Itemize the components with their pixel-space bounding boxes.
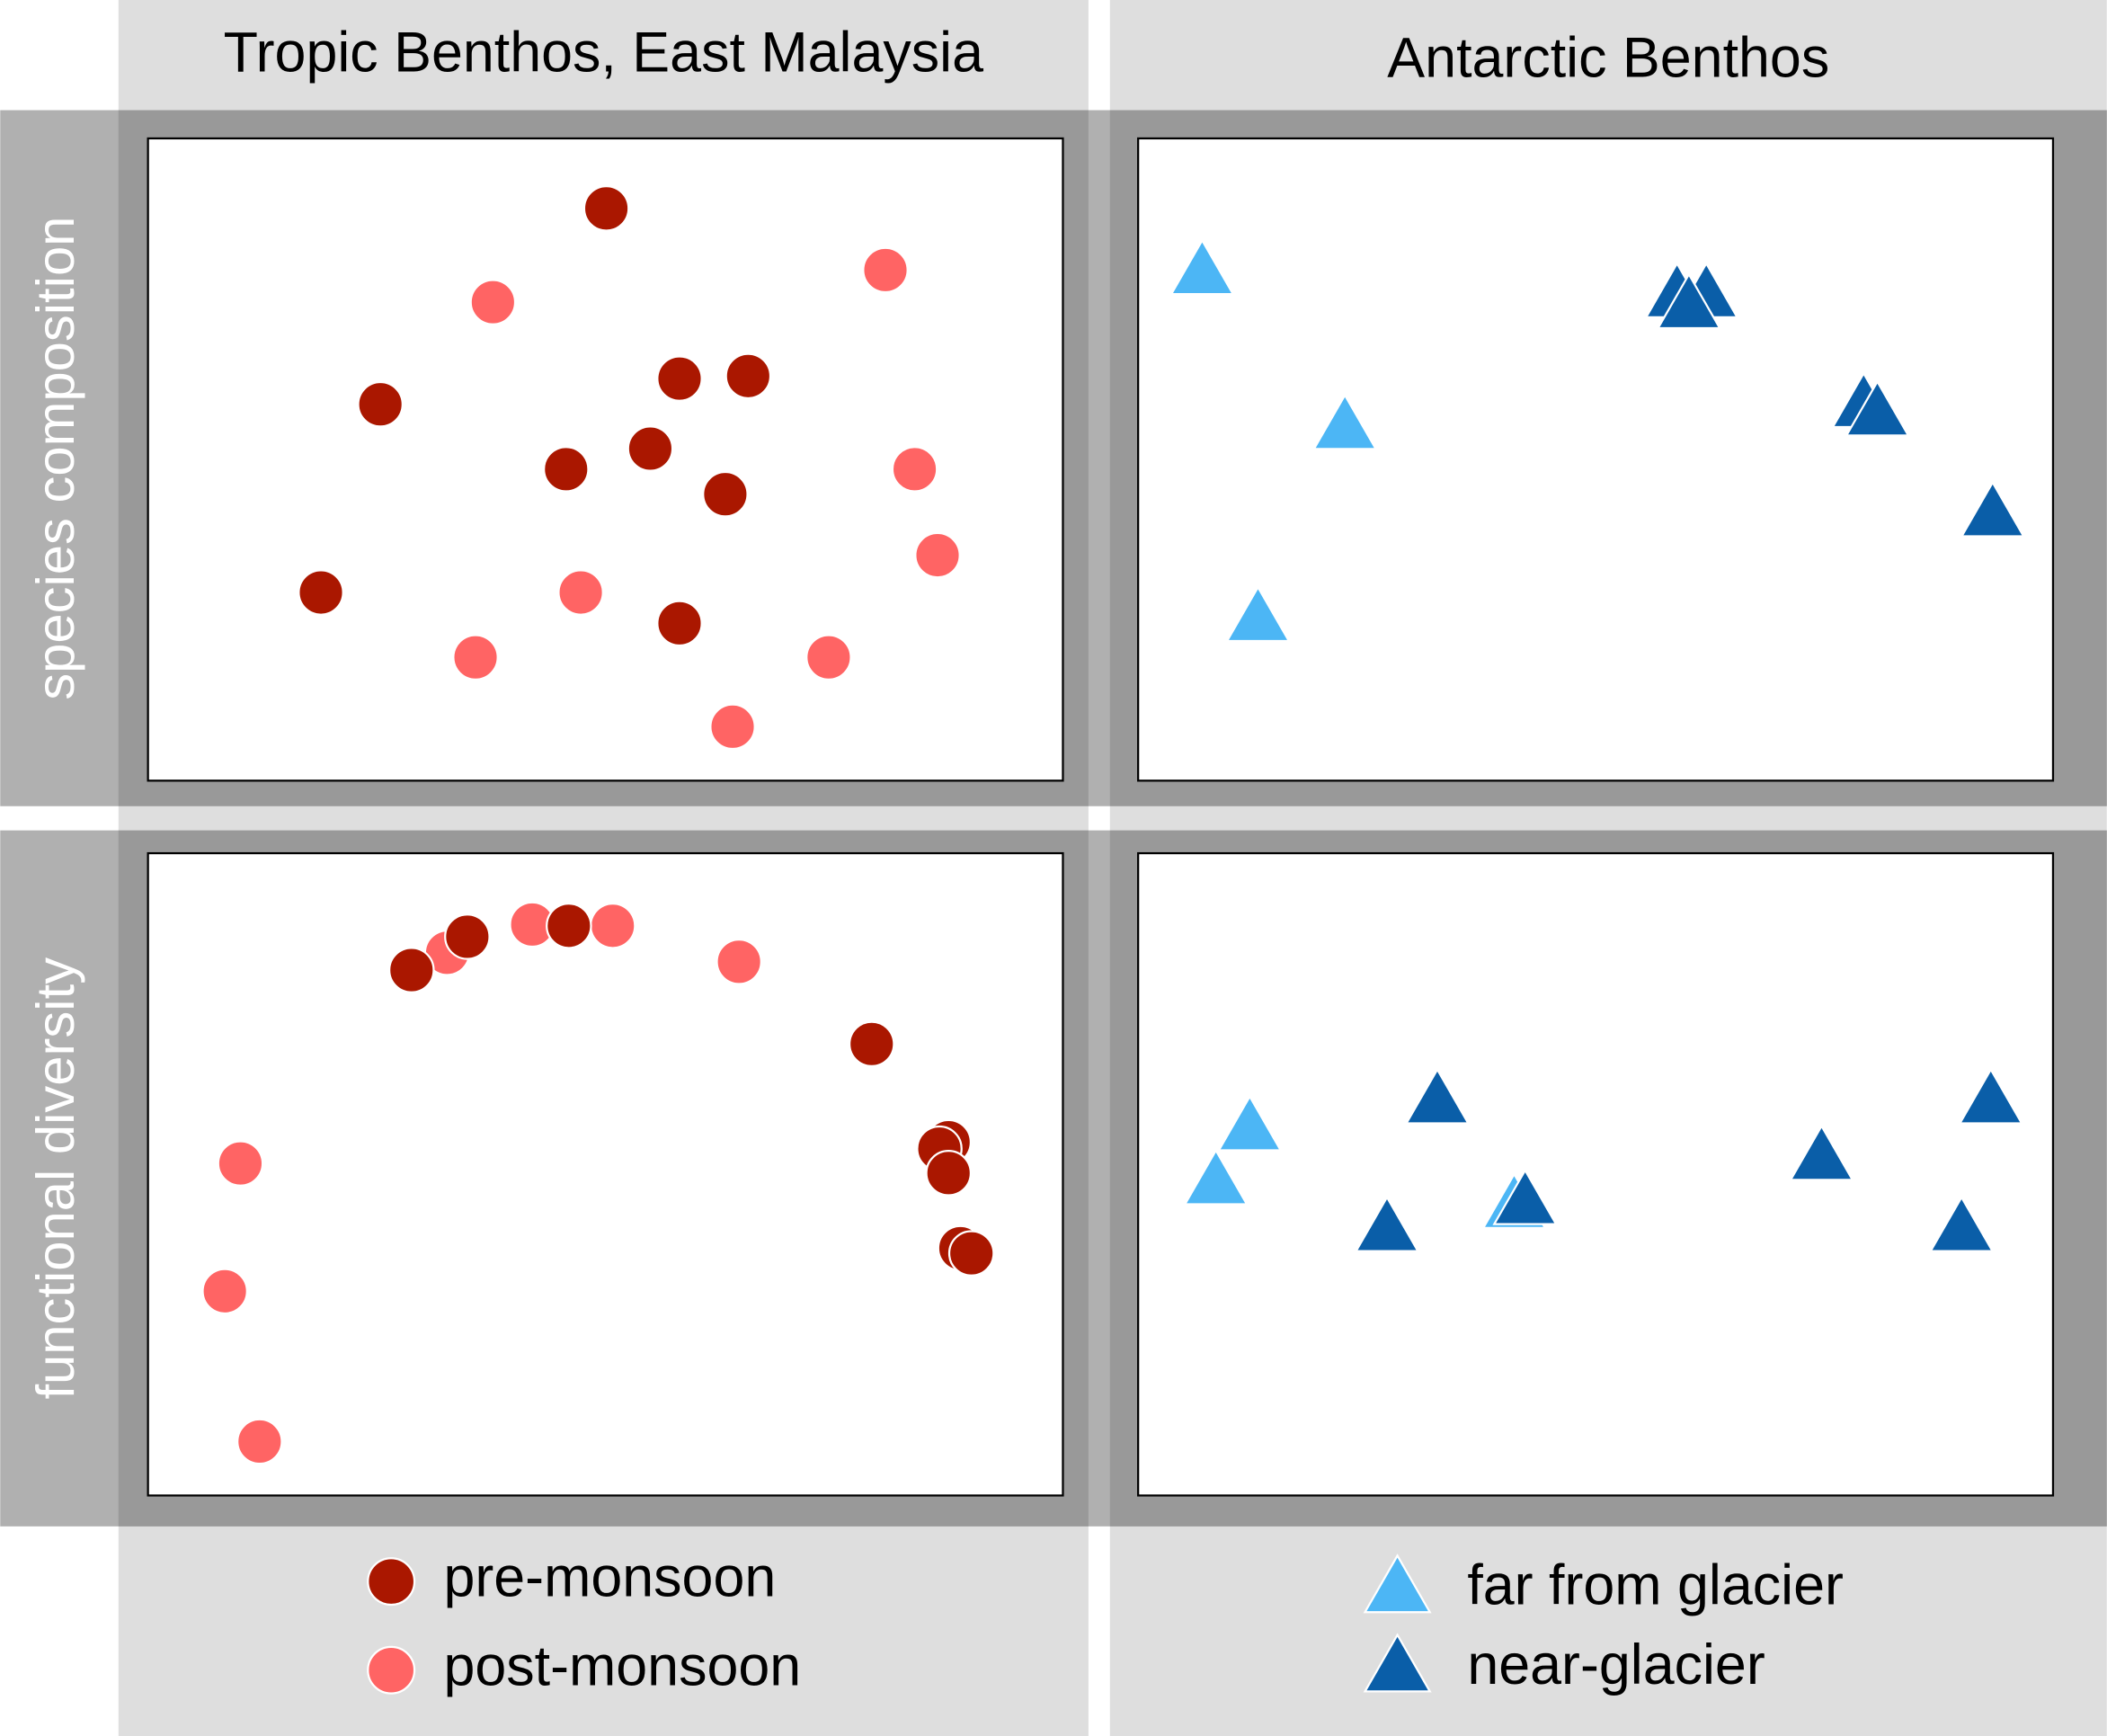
circle-marker <box>387 947 435 993</box>
circle-marker <box>543 446 590 493</box>
circle-marker <box>201 1268 248 1315</box>
triangle-marker <box>1217 1094 1283 1152</box>
circle-marker <box>862 246 909 294</box>
circle-marker <box>589 903 636 949</box>
triangle-marker <box>1928 1195 1995 1252</box>
legend-label: near-glacier <box>1467 1634 1765 1696</box>
circle-marker <box>709 703 756 751</box>
circle-marker <box>656 600 703 647</box>
circle-marker <box>947 1230 995 1277</box>
plot-area <box>1137 851 2055 1497</box>
triangle-marker <box>1183 1148 1249 1206</box>
triangle-marker <box>1354 1195 1420 1252</box>
row-title: functional diversity <box>25 957 85 1400</box>
circle-marker <box>925 1150 973 1197</box>
circle-marker <box>725 352 772 400</box>
column-strip <box>118 0 1089 111</box>
circle-marker <box>891 446 938 493</box>
triangle-marker <box>1169 238 1235 296</box>
circle-marker <box>546 903 592 949</box>
circle-marker <box>469 279 517 325</box>
legend-marker <box>367 1645 416 1695</box>
triangle-marker <box>1958 1067 2024 1125</box>
plot-area <box>147 851 1064 1497</box>
circle-marker <box>357 380 404 428</box>
triangle-marker <box>1404 1067 1471 1125</box>
column-title: Tropic Benthos, East Malaysia <box>224 21 983 84</box>
circle-marker <box>627 425 674 472</box>
circle-marker <box>236 1418 283 1465</box>
circle-marker <box>217 1140 264 1187</box>
circle-marker <box>702 470 749 518</box>
spacer <box>1109 806 2107 831</box>
circle-marker <box>452 634 499 681</box>
circle-marker <box>914 531 961 579</box>
triangle-marker <box>1789 1124 1854 1181</box>
legend-label: far from glacier <box>1467 1554 1844 1617</box>
legend-marker <box>1363 1633 1432 1693</box>
legend-label: post-monsoon <box>443 1634 801 1697</box>
circle-marker <box>582 185 630 232</box>
circle-marker <box>444 913 491 960</box>
plot-area <box>1137 137 2055 782</box>
triangle-marker <box>1845 379 1910 437</box>
circle-marker <box>848 1020 895 1068</box>
legend-marker <box>1363 1553 1432 1614</box>
circle-marker <box>557 569 604 616</box>
triangle-marker <box>1656 272 1722 330</box>
triangle-marker <box>1225 584 1291 643</box>
column-title: Antarctic Benthos <box>1387 26 1829 89</box>
legend-label: pre-monsoon <box>443 1546 776 1609</box>
legend-box <box>1109 1526 2107 1736</box>
legend-box <box>118 1526 1089 1736</box>
spacer <box>118 806 1089 831</box>
triangle-marker <box>1960 480 2026 538</box>
legend-marker <box>367 1557 416 1607</box>
circle-marker <box>298 569 344 616</box>
circle-marker <box>805 634 852 681</box>
triangle-marker <box>1492 1168 1559 1225</box>
row-title: species composition <box>25 217 85 700</box>
column-strip <box>1109 0 2107 111</box>
circle-marker <box>656 355 703 402</box>
triangle-marker <box>1311 393 1378 450</box>
circle-marker <box>716 939 762 985</box>
